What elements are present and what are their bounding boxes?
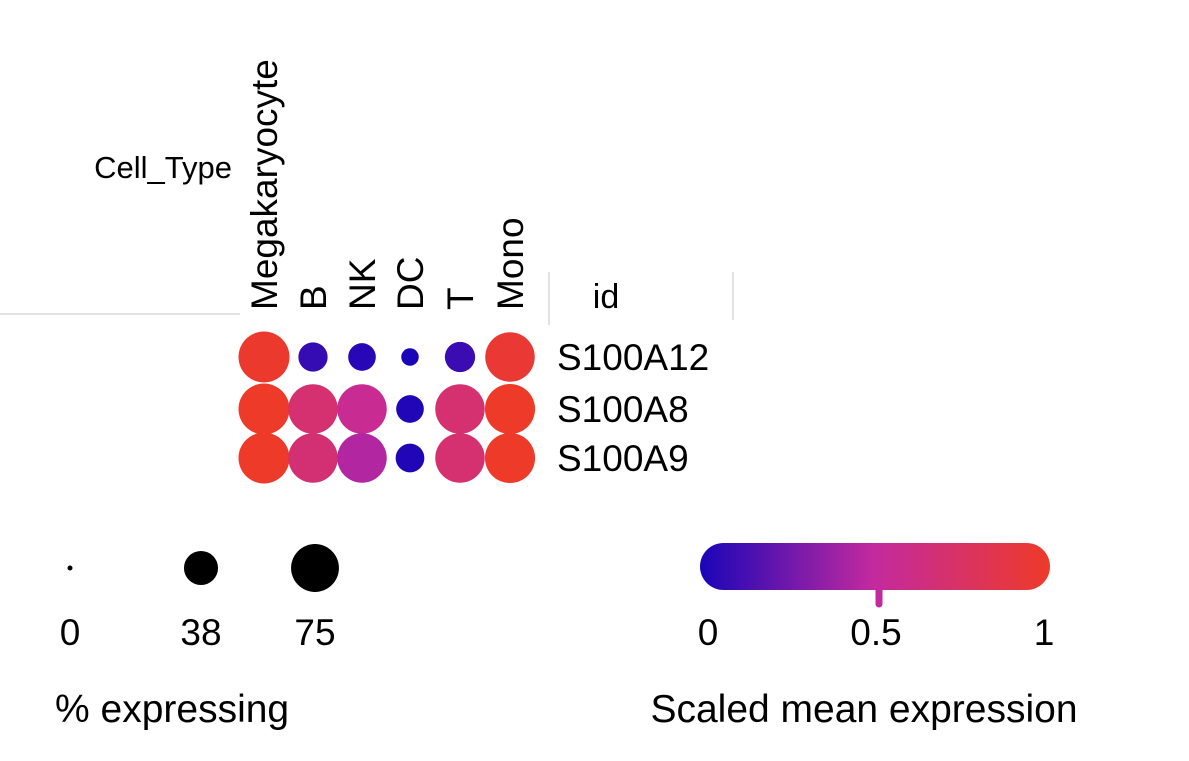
size-legend: 0 38 75: [60, 544, 339, 653]
dot-s100a12-dc: [401, 348, 419, 366]
colorbar-tick-1: 1: [1034, 612, 1055, 653]
dot-s100a9-dc: [395, 443, 425, 473]
size-legend-dot-75: [291, 544, 339, 592]
dot-s100a12-megakaryocyte: [238, 331, 290, 383]
dots: [238, 331, 536, 484]
dot-s100a8-dc: [396, 395, 424, 423]
row-labels: S100A12 S100A8 S100A9: [557, 337, 709, 479]
dot-s100a8-mono: [484, 383, 536, 435]
dot-s100a9-megakaryocyte: [238, 432, 290, 484]
dot-s100a12-nk: [348, 343, 376, 371]
size-legend-label-0: 0: [60, 612, 81, 653]
column-label-megakaryocyte: Megakaryocyte: [244, 59, 285, 310]
column-labels: Megakaryocyte B NK DC T Mono: [244, 59, 531, 310]
colorbar-tick-labels: 0 0.5 1: [698, 612, 1055, 653]
size-legend-dot-0: [67, 565, 73, 571]
column-label-nk: NK: [342, 258, 383, 310]
row-label-s100a8: S100A8: [557, 389, 689, 430]
annotation-title: Cell_Type: [94, 150, 232, 185]
colorbar-tick-0: 0: [698, 612, 719, 653]
dot-s100a9-nk: [337, 433, 387, 483]
dot-s100a12-mono: [485, 332, 535, 382]
column-label-dc: DC: [390, 257, 431, 310]
row-header: id: [593, 278, 619, 316]
colorbar-tick-0.5: 0.5: [850, 612, 901, 653]
dot-s100a8-nk: [337, 384, 387, 434]
dot-s100a9-t: [435, 433, 485, 483]
dot-s100a8-megakaryocyte: [238, 383, 290, 435]
size-legend-title: % expressing: [55, 688, 289, 731]
dot-s100a9-b: [288, 433, 338, 483]
size-legend-dot-38: [183, 550, 219, 586]
color-legend-title: Scaled mean expression: [650, 688, 1077, 731]
size-legend-label-38: 38: [180, 612, 221, 653]
dot-s100a12-b: [298, 342, 328, 372]
row-label-s100a9: S100A9: [557, 438, 689, 479]
dot-s100a8-b: [288, 384, 338, 434]
dot-s100a12-t: [444, 341, 476, 373]
column-label-b: B: [293, 285, 334, 310]
column-label-mono: Mono: [490, 217, 531, 310]
colorbar: [700, 543, 1050, 590]
size-legend-label-75: 75: [294, 612, 335, 653]
row-label-s100a12: S100A12: [557, 337, 709, 378]
dot-s100a8-t: [435, 384, 485, 434]
dot-s100a9-mono: [484, 432, 536, 484]
column-label-t: T: [440, 287, 481, 310]
